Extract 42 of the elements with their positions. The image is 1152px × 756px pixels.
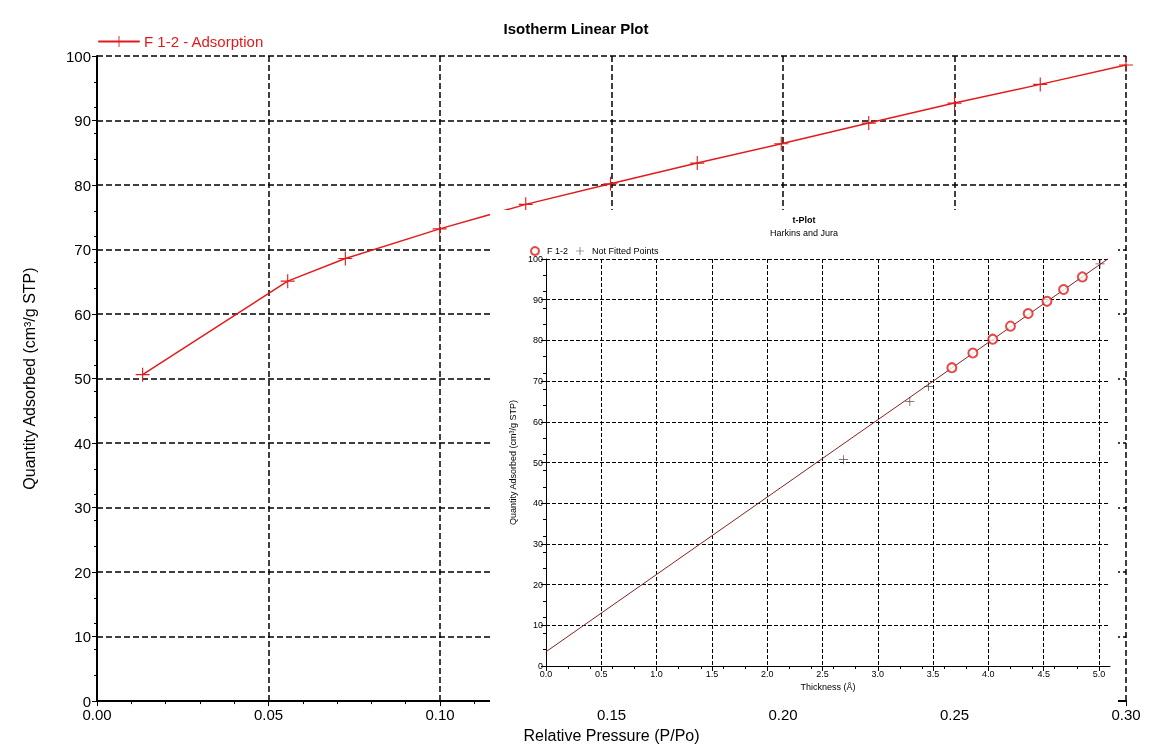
x-tick-label: 4.5	[1037, 668, 1050, 679]
x-tick-label: 0.10	[425, 706, 455, 724]
x-tick-label: 1.5	[705, 668, 719, 679]
y-axis-title: Quantity Adsorbed (cm³/g STP)	[20, 267, 38, 490]
y-tick-label: 50	[74, 370, 91, 388]
y-tick-label: 90	[532, 294, 543, 305]
legend-label: Not Fitted Points	[592, 246, 660, 256]
y-tick-label: 60	[74, 305, 91, 323]
x-tick-label: 1.0	[650, 668, 663, 679]
y-tick-label: 40	[74, 434, 91, 452]
y-tick-label: 100	[527, 254, 543, 264]
y-tick-label: 90	[74, 112, 91, 130]
x-tick-label: 0.05	[253, 706, 284, 724]
x-tick-label: 5.0	[1092, 668, 1106, 679]
chart-title: t-Plot	[792, 214, 816, 225]
x-axis-title: Thickness (Å)	[800, 682, 856, 693]
x-tick-label: 4.0	[982, 668, 995, 679]
y-tick-label: 20	[74, 563, 91, 581]
x-tick-label: 0.30	[1111, 706, 1141, 724]
y-tick-label: 80	[532, 335, 543, 346]
y-axis-title: Quantity Adsorbed (cm³/g STP)	[507, 399, 518, 526]
legend-label: F 1-2	[547, 246, 569, 256]
x-tick-label: 0.5	[595, 668, 608, 679]
y-tick-label: 10	[74, 628, 91, 646]
x-tick-label: 3.0	[871, 668, 885, 679]
y-tick-label: 80	[74, 176, 91, 194]
chart-title: Isotherm Linear Plot	[503, 20, 649, 37]
legend-label: F 1-2 - Adsorption	[144, 33, 264, 50]
x-tick-label: 0.0	[539, 668, 553, 679]
y-tick-label: 100	[65, 47, 91, 65]
y-tick-label: 60	[532, 416, 543, 427]
chart-subtitle: Harkins and Jura	[769, 227, 839, 238]
x-tick-label: 2.5	[816, 668, 829, 679]
x-tick-label: 0.20	[768, 706, 798, 724]
x-tick-label: 0.15	[596, 706, 627, 724]
y-tick-label: 70	[74, 241, 91, 259]
x-axis-title: Relative Pressure (P/Po)	[523, 726, 700, 744]
y-tick-label: 30	[74, 499, 91, 517]
x-tick-label: 0.25	[939, 706, 970, 724]
y-tick-label: 30	[532, 538, 543, 549]
x-tick-label: 2.0	[760, 668, 774, 679]
x-tick-label: 3.5	[926, 668, 940, 679]
